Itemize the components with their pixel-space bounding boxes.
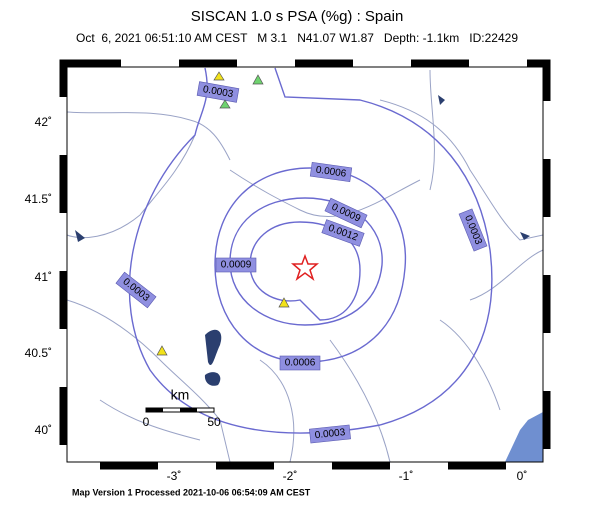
station xyxy=(219,99,231,109)
contour-line xyxy=(229,197,383,326)
scale-bar: km 0 50 xyxy=(143,387,221,429)
map-frame xyxy=(66,66,544,463)
station xyxy=(252,74,264,85)
scale-start: 0 xyxy=(143,415,150,429)
map-area: 0.0003 0.0003 0.0003 0.0003 0.0006 0.000… xyxy=(59,59,551,470)
footer: Map Version 1 Processed 2021-10-06 06:54… xyxy=(72,487,311,497)
scale-end: 50 xyxy=(207,415,221,429)
longitude-labels: -3˚ -2˚ -1˚ 0˚ xyxy=(167,469,528,483)
contour-label: 0.0006 xyxy=(285,358,316,369)
contour-label: 0.0006 xyxy=(315,165,347,180)
lat-label: 40˚ xyxy=(35,423,52,437)
station xyxy=(213,71,225,81)
lon-label: -3˚ xyxy=(167,469,182,483)
lon-label: 0˚ xyxy=(517,469,528,483)
rivers xyxy=(66,69,544,463)
contour-line xyxy=(249,221,361,321)
sea xyxy=(505,412,543,462)
title: SISCAN 1.0 s PSA (%g) : Spain xyxy=(191,8,404,25)
lakes xyxy=(75,95,530,386)
lat-label: 41˚ xyxy=(35,270,52,284)
stations xyxy=(156,71,290,356)
contour-label: 0.0009 xyxy=(221,260,252,271)
lat-label: 40.5˚ xyxy=(25,346,52,360)
contour-label: 0.0003 xyxy=(202,84,234,100)
epicenter xyxy=(290,253,320,282)
subtitle: Oct 6, 2021 06:51:10 AM CEST M 3.1 N41.0… xyxy=(76,31,518,45)
map-border xyxy=(59,59,551,470)
contour-label: 0.0003 xyxy=(314,427,346,441)
scale-unit: km xyxy=(171,387,190,403)
lat-label: 41.5˚ xyxy=(25,192,52,206)
lat-label: 42˚ xyxy=(35,115,52,129)
latitude-labels: 42˚ 41.5˚ 41˚ 40.5˚ 40˚ xyxy=(25,115,52,437)
station xyxy=(156,345,168,356)
lon-label: -1˚ xyxy=(399,469,414,483)
map-background xyxy=(67,67,543,462)
station xyxy=(278,297,290,308)
lon-label: -2˚ xyxy=(283,469,298,483)
